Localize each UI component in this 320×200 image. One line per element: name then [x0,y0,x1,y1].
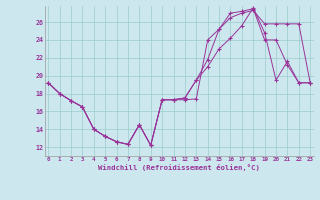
X-axis label: Windchill (Refroidissement éolien,°C): Windchill (Refroidissement éolien,°C) [98,164,260,171]
